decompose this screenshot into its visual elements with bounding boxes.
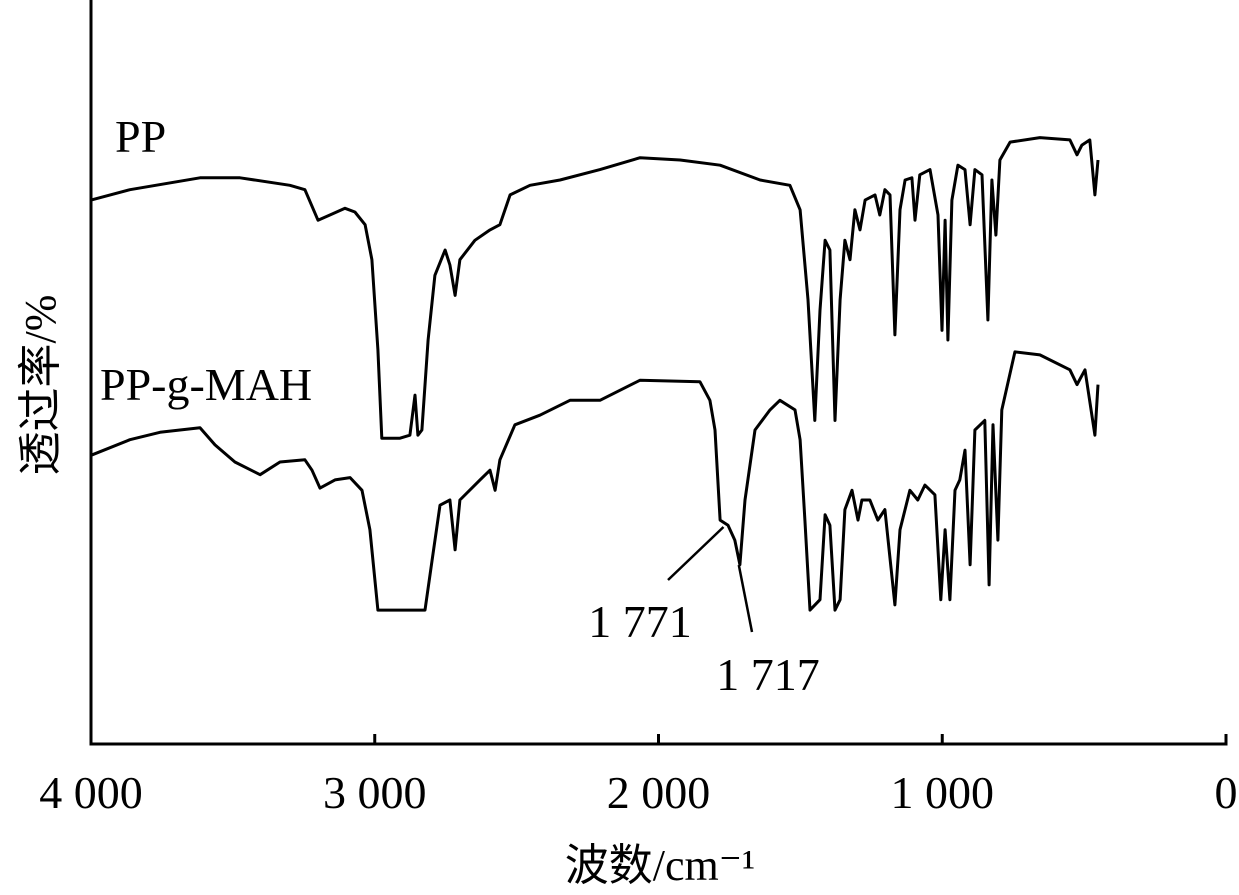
series-label: PP-g-MAH — [100, 359, 312, 410]
spectrum-line — [90, 136, 1100, 440]
x-tick-label: 3 000 — [323, 767, 427, 818]
annotation-leader — [737, 564, 754, 633]
series-label: PP — [115, 111, 166, 162]
x-axis-label: 波数/cm⁻¹ — [565, 841, 755, 890]
annotation-label: 1 771 — [588, 596, 692, 647]
y-axis-label: 透过率/% — [16, 295, 65, 476]
annotation-leader — [667, 526, 725, 581]
x-tick-label: 0 — [1215, 767, 1238, 818]
x-tick-label: 1 000 — [891, 767, 995, 818]
annotation-label: 1 717 — [716, 649, 820, 700]
spectrum-line — [90, 350, 1100, 612]
x-tick-label: 2 000 — [607, 767, 711, 818]
x-tick-label: 4 000 — [39, 767, 143, 818]
